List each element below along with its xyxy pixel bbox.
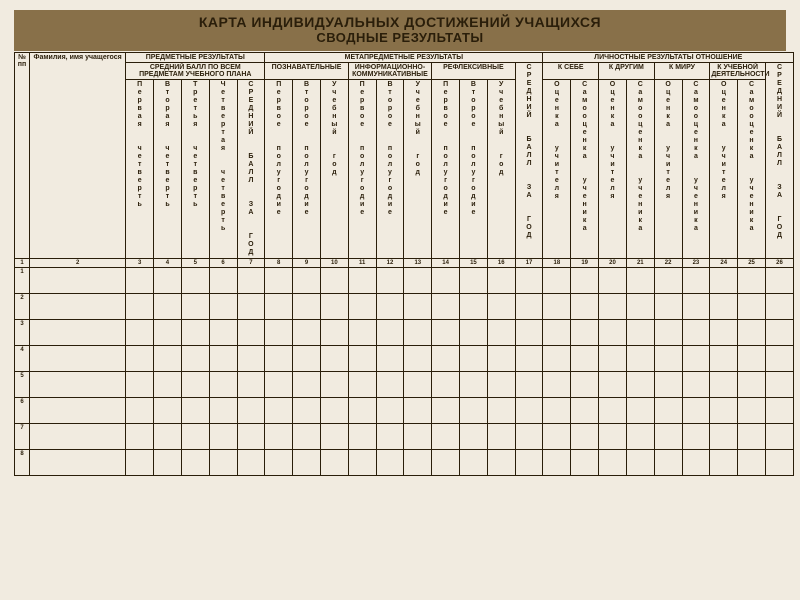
title-line2: СВОДНЫЕ РЕЗУЛЬТАТЫ	[14, 30, 786, 45]
col-others-teacher: Оценкаучителя	[599, 80, 627, 259]
numcell: 14	[432, 259, 460, 268]
col-npp: № пп	[15, 53, 30, 259]
numcell: 25	[738, 259, 766, 268]
numcell: 20	[599, 259, 627, 268]
numcell: 18	[543, 259, 571, 268]
col-q3: Третьячетверть	[181, 80, 209, 259]
table-row: 8	[15, 450, 794, 476]
col-inf-year: Учебныйгод	[404, 80, 432, 259]
title-line1: КАРТА ИНДИВИДУАЛЬНЫХ ДОСТИЖЕНИЙ УЧАЩИХСЯ	[14, 14, 786, 30]
table-row: 7	[15, 424, 794, 450]
column-number-row: 1 2 3 4 5 6 7 8 9 10 11 12 13 14 15 16 1…	[15, 259, 794, 268]
numcell: 2	[29, 259, 125, 268]
col-ref-h1: Первоеполугодие	[432, 80, 460, 259]
numcell: 15	[460, 259, 488, 268]
col-cog-year: Учебныйгод	[320, 80, 348, 259]
col-q2: Втораячетверть	[154, 80, 182, 259]
sub-pers-world: К МИРУ	[654, 63, 710, 80]
col-world-teacher: Оценкаучителя	[654, 80, 682, 259]
sub-pers-self: К СЕБЕ	[543, 63, 599, 80]
numcell: 12	[376, 259, 404, 268]
table-row: 5	[15, 372, 794, 398]
sub-pers-study: К УЧЕБНОЙ ДЕЯТЕЛЬНОСТИ	[710, 63, 766, 80]
numcell: 10	[320, 259, 348, 268]
col-ref-h2: Второеполугодие	[460, 80, 488, 259]
table-row: 1	[15, 268, 794, 294]
col-inf-h2: Второеполугодие	[376, 80, 404, 259]
group-meta: МЕТАПРЕДМЕТНЫЕ РЕЗУЛЬТАТЫ	[265, 53, 543, 63]
sub-subj-avg: СРЕДНИЙ БАЛЛ ПО ВСЕМ ПРЕДМЕТАМ УЧЕБНОГО …	[126, 63, 265, 80]
col-q4: Четвертаячетверть	[209, 80, 237, 259]
col-q1: Перваячетверть	[126, 80, 154, 259]
title-bar: КАРТА ИНДИВИДУАЛЬНЫХ ДОСТИЖЕНИЙ УЧАЩИХСЯ…	[14, 10, 786, 51]
numcell: 3	[126, 259, 154, 268]
col-self-teacher: Оценкаучителя	[543, 80, 571, 259]
col-name: Фамилия, имя учащегося	[29, 53, 125, 259]
numcell: 19	[571, 259, 599, 268]
sub-pers-others: К ДРУГИМ	[599, 63, 655, 80]
col-study-teacher: Оценкаучителя	[710, 80, 738, 259]
numcell: 7	[237, 259, 265, 268]
numcell: 6	[209, 259, 237, 268]
numcell: 22	[654, 259, 682, 268]
sub-meta-reflex: РЕФЛЕКСИВНЫЕ	[432, 63, 515, 80]
numcell: 11	[348, 259, 376, 268]
numcell: 8	[265, 259, 293, 268]
numcell: 24	[710, 259, 738, 268]
sub-pers-avg: СРЕДНИЙБАЛЛЗАГОД	[765, 63, 793, 259]
numcell: 4	[154, 259, 182, 268]
col-world-self: Самооценкаученика	[682, 80, 710, 259]
col-inf-h1: Первоеполугодие	[348, 80, 376, 259]
sub-meta-cognitive: ПОЗНАВАТЕЛЬНЫЕ	[265, 63, 348, 80]
sub-meta-infcomm: ИНФОРМАЦИОННО-КОММУНИКАТИВНЫЕ	[348, 63, 431, 80]
numcell: 9	[293, 259, 321, 268]
achievements-table: № пп Фамилия, имя учащегося ПРЕДМЕТНЫЕ Р…	[14, 52, 794, 476]
col-subj-avg-year: СРЕДНИЙБАЛЛЗАГОД	[237, 80, 265, 259]
col-cog-h2: Второеполугодие	[293, 80, 321, 259]
group-personal: ЛИЧНОСТНЫЕ РЕЗУЛЬТАТЫ ОТНОШЕНИЕ	[543, 53, 794, 63]
col-study-self: Самооценкаученика	[738, 80, 766, 259]
group-subject: ПРЕДМЕТНЫЕ РЕЗУЛЬТАТЫ	[126, 53, 265, 63]
col-others-self: Самооценкаученика	[626, 80, 654, 259]
table-row: 3	[15, 320, 794, 346]
table-row: 6	[15, 398, 794, 424]
numcell: 21	[626, 259, 654, 268]
numcell: 13	[404, 259, 432, 268]
numcell: 26	[765, 259, 793, 268]
numcell: 5	[181, 259, 209, 268]
numcell: 17	[515, 259, 543, 268]
table-container: № пп Фамилия, имя учащегося ПРЕДМЕТНЫЕ Р…	[14, 52, 794, 596]
sub-meta-avg: СРЕДНИЙБАЛЛЗАГОД	[515, 63, 543, 259]
col-self-self: Самооценкаученика	[571, 80, 599, 259]
col-cog-h1: Первоеполугодие	[265, 80, 293, 259]
col-ref-year: Учебныйгод	[487, 80, 515, 259]
numcell: 1	[15, 259, 30, 268]
table-row: 4	[15, 346, 794, 372]
numcell: 16	[487, 259, 515, 268]
table-row: 2	[15, 294, 794, 320]
numcell: 23	[682, 259, 710, 268]
